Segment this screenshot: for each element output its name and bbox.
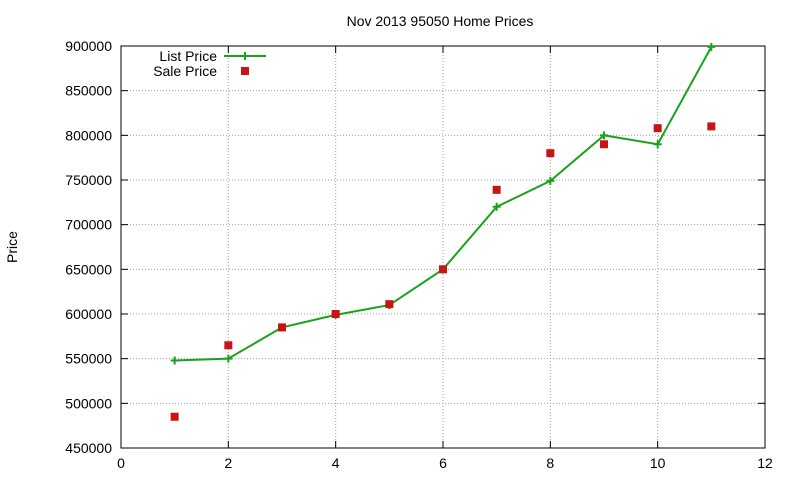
list-price-point bbox=[492, 202, 501, 211]
list-price-point bbox=[170, 356, 179, 365]
y-tick-label: 500000 bbox=[65, 395, 112, 411]
y-tick-label: 850000 bbox=[65, 83, 112, 99]
y-axis-label: Price bbox=[4, 231, 20, 263]
sale-price-point bbox=[600, 140, 608, 149]
y-tick-label: 750000 bbox=[65, 172, 112, 188]
y-tick-label: 550000 bbox=[65, 351, 112, 367]
sale-price-point bbox=[707, 122, 716, 131]
x-tick-label: 2 bbox=[224, 455, 232, 471]
legend-label: List Price bbox=[159, 48, 217, 64]
list-price-point bbox=[653, 140, 662, 149]
sale-price-point bbox=[170, 412, 179, 421]
series-layer bbox=[170, 42, 716, 421]
sale-price-point bbox=[653, 124, 662, 133]
x-tick-label: 8 bbox=[546, 455, 554, 471]
list-price-point bbox=[224, 354, 233, 363]
x-tick-label: 0 bbox=[117, 455, 125, 471]
x-tick-label: 12 bbox=[757, 455, 773, 471]
sale-price-point bbox=[492, 185, 501, 194]
y-tick-label: 900000 bbox=[65, 38, 112, 54]
sale-price-point bbox=[439, 265, 447, 274]
legend-marker-swatch bbox=[241, 67, 249, 75]
y-tick-label: 600000 bbox=[65, 306, 112, 322]
sale-price-point bbox=[385, 300, 394, 309]
chart-title: Nov 2013 95050 Home Prices bbox=[347, 13, 534, 29]
sale-price-point bbox=[546, 149, 555, 158]
legend-marker-swatch bbox=[241, 52, 249, 60]
list-price-point bbox=[600, 131, 608, 140]
y-tick-label: 450000 bbox=[65, 440, 112, 456]
y-tick-label: 700000 bbox=[65, 217, 112, 233]
sale-price-point bbox=[331, 310, 340, 318]
x-tick-label: 6 bbox=[439, 455, 447, 471]
sale-price-point bbox=[224, 341, 233, 350]
grid bbox=[121, 46, 765, 448]
y-tick-label: 650000 bbox=[65, 261, 112, 277]
list-price-point bbox=[546, 176, 555, 185]
plot-frame bbox=[120, 45, 766, 449]
legend-label: Sale Price bbox=[153, 63, 217, 79]
y-tick-label: 800000 bbox=[65, 127, 112, 143]
axes: 450000 500000 550000 600000 650000 700000 7500… bbox=[65, 38, 773, 471]
x-tick-label: 10 bbox=[650, 455, 666, 471]
x-tick-label: 4 bbox=[332, 455, 340, 471]
sale-price-point bbox=[278, 323, 286, 332]
list-price-point bbox=[707, 42, 716, 51]
